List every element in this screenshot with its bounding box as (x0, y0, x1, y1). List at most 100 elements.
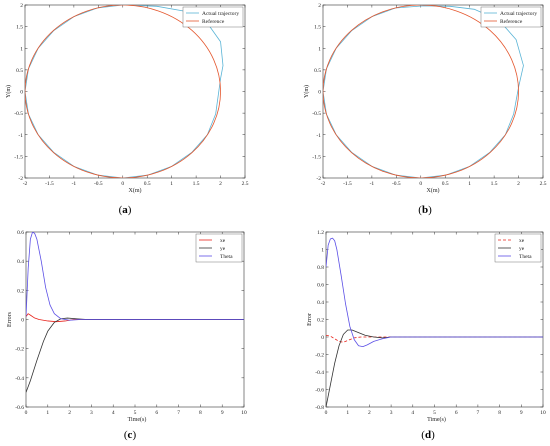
x-tick-label: -1 (72, 181, 77, 187)
x-tick-label: -1.5 (343, 181, 352, 187)
y-tick-label: 0.8 (317, 265, 324, 271)
x-tick-label: 4 (112, 410, 115, 416)
caption-close: ) (428, 204, 432, 216)
series-line-theta (326, 237, 543, 348)
y-tick-label: 0 (321, 335, 324, 341)
y-tick-label: 0.2 (17, 288, 24, 294)
x-tick-label: -1.5 (45, 181, 54, 187)
x-axis-label: Time(s) (128, 416, 147, 423)
caption-letter: c (128, 429, 133, 441)
caption-open: ( (119, 204, 123, 216)
series-line-xe (326, 334, 543, 343)
x-tick-label: 4 (411, 410, 414, 416)
legend-label: Reference (202, 18, 225, 25)
axes-box (24, 4, 246, 179)
caption-letter: d (425, 429, 431, 441)
x-tick-label: 1 (170, 181, 173, 187)
y-tick-label: 0.2 (317, 318, 324, 324)
plot-area (25, 5, 224, 178)
panel-caption: (b) (418, 204, 432, 216)
x-tick-label: -2 (23, 181, 28, 187)
x-tick-label: 2 (219, 181, 222, 187)
y-axis-label: Errors (7, 311, 13, 327)
y-tick-label: 1 (321, 248, 324, 254)
caption-letter: b (422, 204, 428, 216)
y-tick-label: -0.6 (15, 405, 24, 411)
panel-caption: (d) (421, 429, 435, 441)
plot-area (323, 5, 524, 178)
y-tick-label: -0.4 (315, 370, 324, 376)
legend-label: Actual trajectory (500, 11, 537, 17)
series-line-theta (26, 232, 244, 321)
legend-label: xe (519, 238, 525, 244)
y-tick-label: -1 (316, 133, 321, 139)
y-tick-label: -0.4 (15, 376, 24, 382)
y-tick-label: -0.5 (14, 111, 23, 117)
y-tick-label: -1.5 (312, 154, 321, 160)
y-tick-label: 1.5 (16, 25, 23, 31)
y-tick-label: -0.2 (15, 347, 24, 353)
x-tick-label: 5 (134, 410, 137, 416)
y-tick-label: 1.2 (317, 230, 324, 236)
x-tick-label: 10 (540, 410, 546, 416)
y-tick-label: -0.8 (315, 405, 324, 411)
legend-label: Reference (500, 18, 523, 25)
x-tick-label: 6 (155, 410, 158, 416)
x-tick-label: 0 (325, 410, 328, 416)
y-tick-label: -1.5 (14, 154, 23, 160)
legend-box (182, 6, 244, 28)
plot-area (26, 232, 244, 393)
y-tick-label: -0.5 (312, 111, 321, 117)
x-tick-label: 9 (221, 410, 224, 416)
legend: xe ye Theta (195, 233, 243, 263)
x-tick-label: 0 (419, 181, 422, 187)
y-tick-label: 0.6 (317, 283, 324, 289)
series-line-actual-trajectory (25, 5, 224, 178)
legend: xe ye Theta (494, 233, 542, 263)
y-axis-label: Y(m) (5, 85, 12, 98)
plot-area (326, 237, 543, 407)
y-axis-label: Y(m) (303, 85, 310, 98)
chart-panel-3: 0 1 2 3 4 5 6 7 8 9 10 -0.8 -0.6 -0.4 -0.2 0 0.2 0.4 0.6 0.… (307, 230, 546, 441)
x-axis-label: X(m) (129, 187, 142, 194)
caption-open: ( (418, 204, 422, 216)
y-tick-label: 0.4 (317, 300, 324, 306)
y-tick-label: 0 (318, 90, 321, 96)
x-tick-label: 6 (455, 410, 458, 416)
legend-label: Theta (519, 254, 532, 260)
x-tick-label: 7 (177, 410, 180, 416)
y-tick-label: 0.4 (17, 259, 24, 265)
y-tick-label: 1.5 (314, 25, 321, 31)
chart-panel-2: 0 1 2 3 4 5 6 7 8 9 10 -0.6 -0.4 -0.2 0 0.2 0.4 0.6 Time(s… (7, 230, 247, 441)
axes-box (322, 4, 544, 179)
y-tick-label: 0 (20, 90, 23, 96)
x-tick-label: 3 (90, 410, 93, 416)
series-line-ye (26, 317, 244, 393)
x-tick-label: 10 (241, 410, 247, 416)
series-reference-circle (25, 5, 221, 178)
y-tick-label: 2 (318, 3, 321, 9)
series-reference-circle (323, 5, 519, 178)
x-tick-label: 7 (477, 410, 480, 416)
legend-label: ye (519, 246, 525, 252)
series-line-actual-trajectory (323, 5, 524, 178)
x-tick-label: -0.5 (392, 181, 401, 187)
y-tick-label: -2 (316, 176, 321, 182)
x-tick-label: 1.5 (491, 181, 498, 187)
x-tick-label: 8 (199, 410, 202, 416)
y-tick-label: 1 (318, 46, 321, 52)
y-axis-label: Error (307, 313, 313, 326)
caption-close: ) (128, 204, 132, 216)
chart-panel-0: -2 -1.5 -1 -0.5 0 0.5 1 1.5 2 2.5 -2 -1.5 -1 -0.5 0 0.5… (5, 3, 249, 216)
legend-label: ye (220, 246, 226, 252)
caption-open: ( (421, 429, 425, 441)
y-tick-label: 0 (21, 318, 24, 324)
caption-close: ) (431, 429, 435, 441)
x-tick-label: 3 (390, 410, 393, 416)
x-tick-label: 8 (498, 410, 501, 416)
caption-letter: a (122, 204, 128, 216)
y-tick-label: -0.6 (315, 388, 324, 394)
